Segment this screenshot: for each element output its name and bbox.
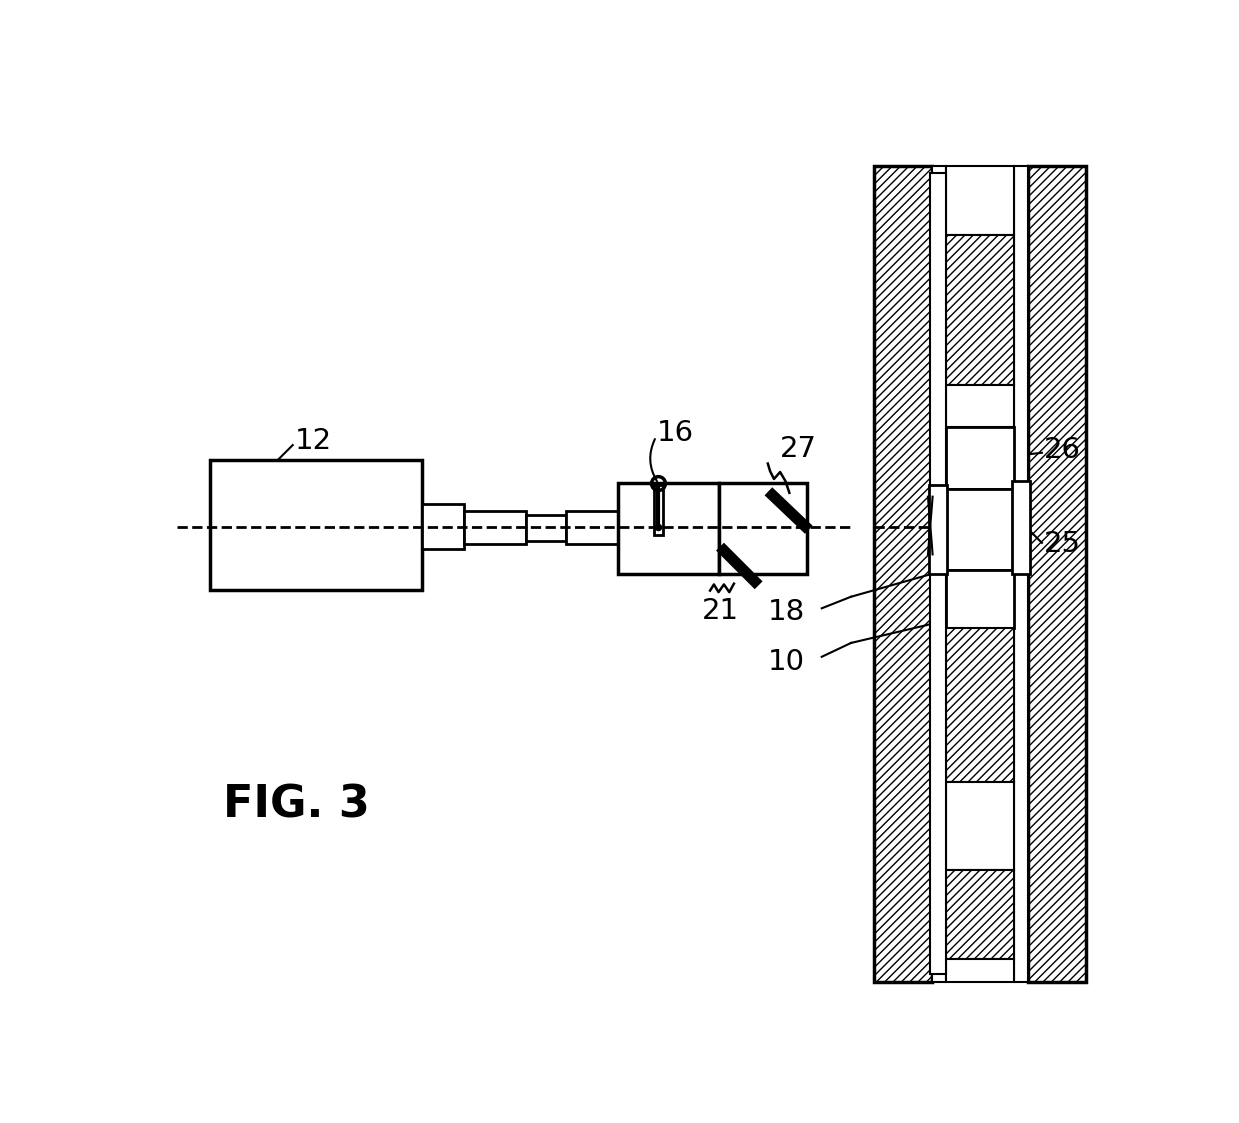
- Bar: [945, 959, 1015, 982]
- Text: 26: 26: [1043, 437, 1080, 465]
- Text: 10: 10: [768, 648, 805, 676]
- Bar: [945, 628, 1015, 782]
- Bar: [945, 165, 1015, 235]
- Bar: [654, 485, 663, 536]
- Bar: [929, 485, 948, 574]
- Bar: [1012, 482, 1031, 574]
- Bar: [422, 504, 465, 549]
- Bar: [1015, 165, 1028, 982]
- Bar: [945, 235, 1015, 385]
- Bar: [1028, 165, 1085, 982]
- Bar: [932, 165, 945, 982]
- Bar: [719, 483, 807, 574]
- Bar: [465, 511, 527, 545]
- Bar: [211, 460, 422, 590]
- Text: 18: 18: [767, 599, 805, 627]
- Bar: [945, 569, 1015, 628]
- Bar: [566, 511, 618, 545]
- Text: FIG. 3: FIG. 3: [223, 783, 370, 827]
- Bar: [945, 489, 1015, 569]
- Bar: [527, 515, 566, 541]
- Bar: [945, 385, 1015, 428]
- Bar: [873, 165, 932, 982]
- Text: 12: 12: [295, 427, 332, 455]
- Text: 21: 21: [701, 596, 738, 624]
- Bar: [945, 782, 1015, 870]
- Bar: [945, 428, 1015, 489]
- Circle shape: [655, 524, 662, 530]
- Text: 27: 27: [781, 435, 818, 463]
- Text: 25: 25: [1043, 530, 1080, 558]
- Text: 16: 16: [657, 419, 694, 447]
- Bar: [930, 173, 945, 974]
- Bar: [945, 870, 1015, 959]
- Bar: [618, 483, 719, 574]
